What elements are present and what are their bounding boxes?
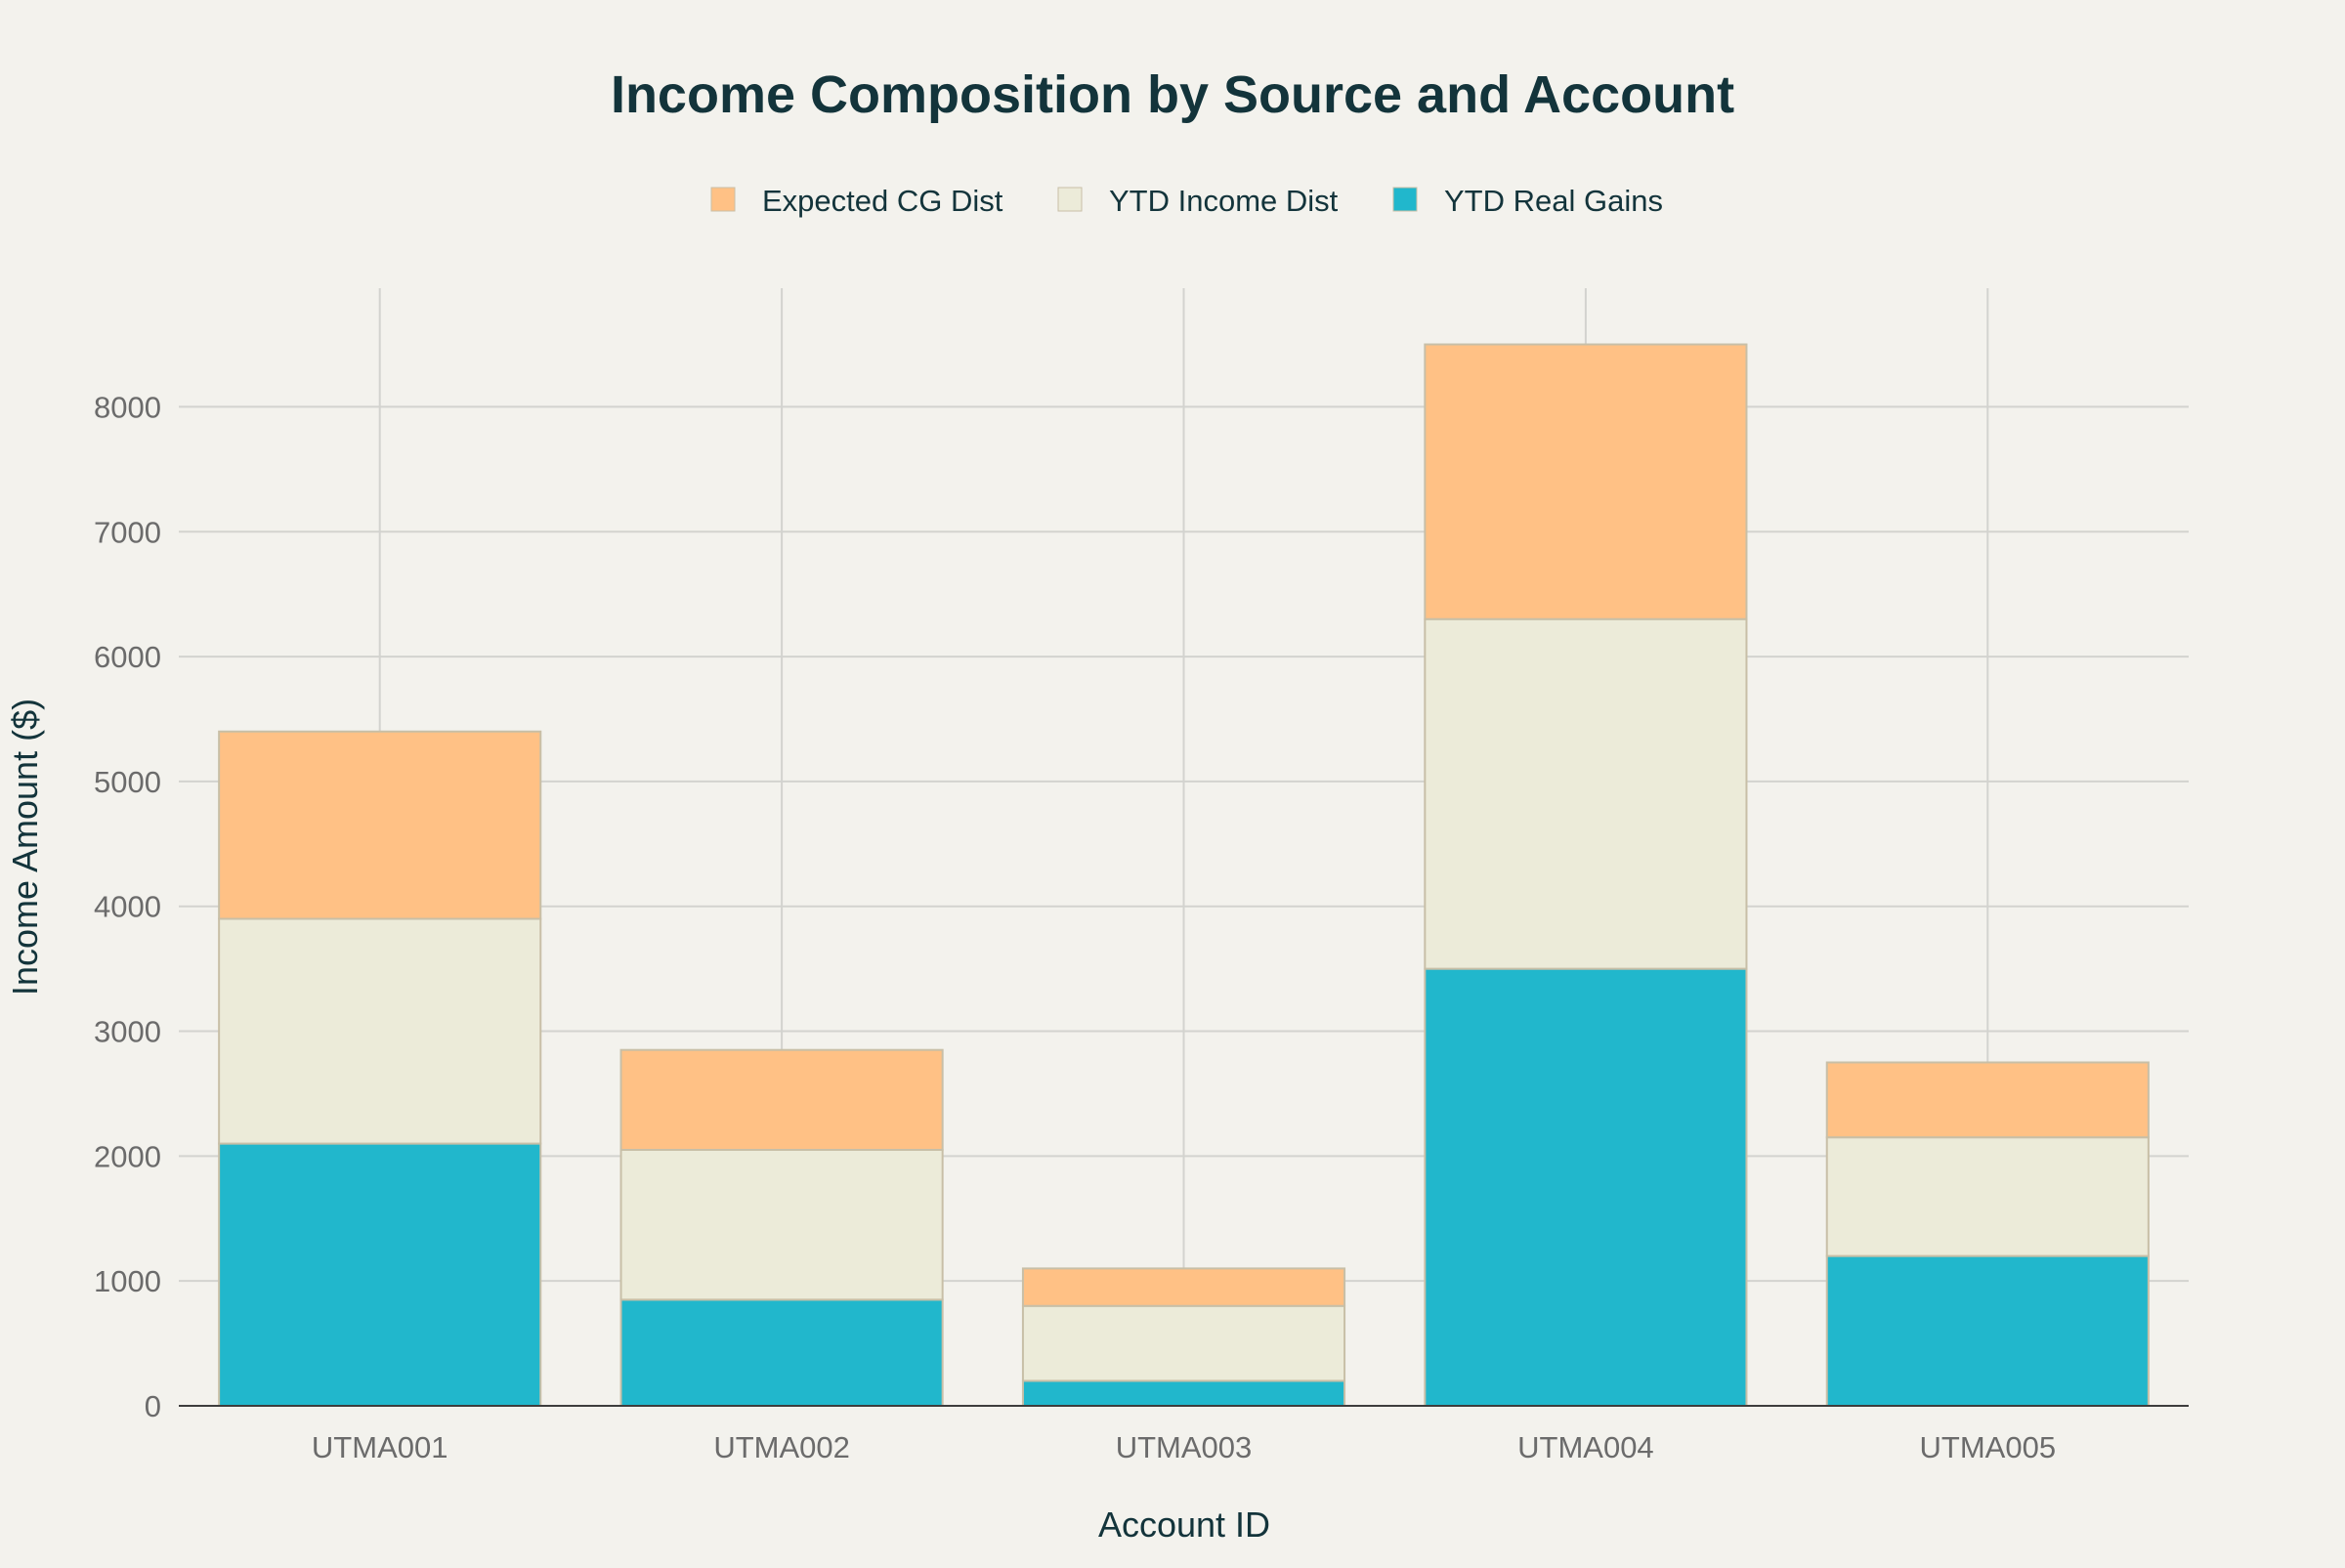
legend-label: YTD Income Dist xyxy=(1109,184,1339,218)
x-tick-label: UTMA002 xyxy=(713,1430,850,1464)
x-tick-label: UTMA005 xyxy=(1920,1430,2057,1464)
legend-item: Expected CG Dist xyxy=(710,184,1003,218)
y-tick-label: 1000 xyxy=(94,1264,161,1298)
bar-segment xyxy=(218,1142,542,1408)
bar-segment xyxy=(218,917,542,1145)
legend: Expected CG Dist YTD Income Dist YTD Real … xyxy=(710,184,1663,218)
bar-segment xyxy=(1825,1136,2150,1257)
x-tick-label: UTMA003 xyxy=(1116,1430,1253,1464)
legend-swatch xyxy=(1057,187,1083,212)
bar-segment xyxy=(619,1298,944,1407)
y-tick-label: 2000 xyxy=(94,1139,161,1173)
y-tick-label: 5000 xyxy=(94,765,161,799)
legend-label: YTD Real Gains xyxy=(1444,184,1663,218)
legend-item: YTD Income Dist xyxy=(1057,184,1339,218)
legend-label: Expected CG Dist xyxy=(762,184,1003,218)
bar-segment xyxy=(1424,617,1748,970)
x-axis-title: Account ID xyxy=(1098,1504,1270,1545)
bar-segment xyxy=(1825,1061,2150,1139)
chart-title: Income Composition by Source and Account xyxy=(611,65,1734,124)
y-axis-ticks: 0 1000 2000 3000 4000 5000 6000 7000 8000 xyxy=(94,390,161,1423)
bar-segment xyxy=(1825,1254,2150,1407)
bar-segment xyxy=(1424,343,1748,620)
bar-segment xyxy=(619,1048,944,1151)
bar-segment xyxy=(1021,1304,1346,1382)
y-tick-label: 4000 xyxy=(94,890,161,924)
bar-segment xyxy=(218,730,542,920)
y-tick-label: 6000 xyxy=(94,640,161,674)
bar-segment xyxy=(1021,1379,1346,1408)
bar-segment xyxy=(1021,1267,1346,1307)
bar-segment xyxy=(619,1148,944,1301)
y-tick-label: 0 xyxy=(145,1389,161,1423)
x-tick-label: UTMA004 xyxy=(1517,1430,1654,1464)
legend-swatch xyxy=(1392,187,1418,212)
bars xyxy=(218,343,2150,1408)
legend-item: YTD Real Gains xyxy=(1392,184,1663,218)
y-tick-label: 7000 xyxy=(94,515,161,549)
x-axis-ticks: UTMA001 UTMA002 UTMA003 UTMA004 UTMA005 xyxy=(312,1430,2056,1464)
y-tick-label: 8000 xyxy=(94,390,161,424)
y-tick-label: 3000 xyxy=(94,1015,161,1049)
x-tick-label: UTMA001 xyxy=(312,1430,448,1464)
y-axis-title: Income Amount ($) xyxy=(5,699,45,996)
bar-segment xyxy=(1424,967,1748,1407)
legend-swatch xyxy=(710,187,736,212)
